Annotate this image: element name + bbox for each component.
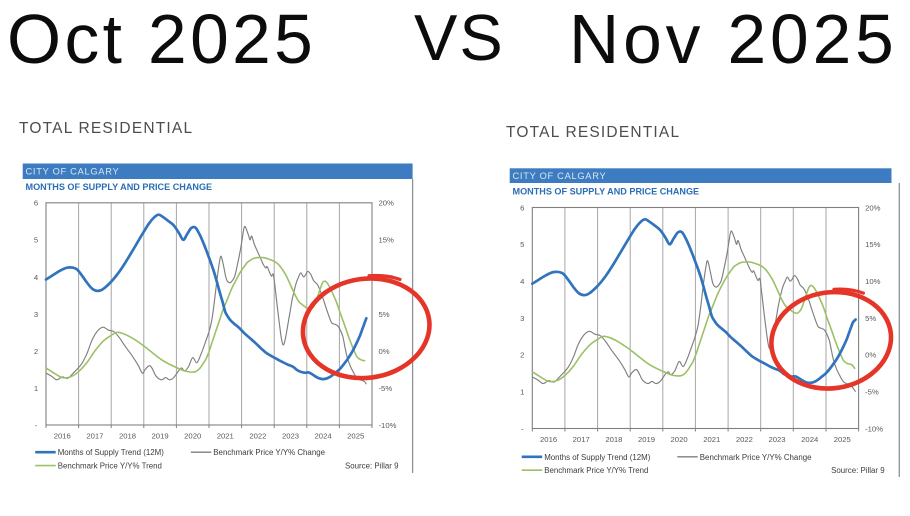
svg-text:6: 6 xyxy=(520,203,524,212)
svg-text:2019: 2019 xyxy=(638,435,655,444)
svg-text:5: 5 xyxy=(34,236,38,245)
svg-text:Months of Supply Trend (12M): Months of Supply Trend (12M) xyxy=(544,453,651,462)
svg-text:1: 1 xyxy=(34,384,38,393)
svg-text:4: 4 xyxy=(34,273,39,282)
svg-text:2025: 2025 xyxy=(347,432,364,441)
svg-text:3: 3 xyxy=(34,310,38,319)
svg-text:2018: 2018 xyxy=(119,432,136,441)
svg-text:2024: 2024 xyxy=(315,432,333,441)
svg-text:Benchmark Price Y/Y% Trend: Benchmark Price Y/Y% Trend xyxy=(58,462,162,471)
svg-text:Source: Pillar 9: Source: Pillar 9 xyxy=(831,466,885,475)
svg-text:4: 4 xyxy=(520,277,525,286)
svg-text:2019: 2019 xyxy=(152,432,169,441)
svg-text:-10%: -10% xyxy=(865,424,883,433)
svg-text:2021: 2021 xyxy=(217,432,234,441)
svg-text:2020: 2020 xyxy=(671,435,688,444)
svg-text:Benchmark Price Y/Y% Change: Benchmark Price Y/Y% Change xyxy=(700,453,812,462)
svg-text:Months of Supply Trend (12M): Months of Supply Trend (12M) xyxy=(58,448,165,457)
svg-text:2016: 2016 xyxy=(54,432,71,441)
svg-text:6: 6 xyxy=(34,199,38,208)
svg-text:2023: 2023 xyxy=(282,432,299,441)
svg-text:20%: 20% xyxy=(379,199,395,208)
svg-text:-10%: -10% xyxy=(379,421,397,430)
svg-text:2025: 2025 xyxy=(834,435,851,444)
svg-text:-5%: -5% xyxy=(379,384,393,393)
svg-text:5%: 5% xyxy=(865,314,876,323)
svg-text:CITY OF CALGARY: CITY OF CALGARY xyxy=(513,171,607,181)
svg-text:0%: 0% xyxy=(865,351,876,360)
svg-text:2020: 2020 xyxy=(184,432,201,441)
svg-text:3: 3 xyxy=(520,314,524,323)
svg-text:CITY OF CALGARY: CITY OF CALGARY xyxy=(26,167,120,177)
svg-text:2018: 2018 xyxy=(605,435,622,444)
svg-text:5: 5 xyxy=(520,240,524,249)
svg-text:-: - xyxy=(35,421,38,430)
svg-text:Benchmark Price Y/Y% Change: Benchmark Price Y/Y% Change xyxy=(213,448,325,457)
svg-text:15%: 15% xyxy=(379,236,395,245)
svg-text:2023: 2023 xyxy=(768,435,785,444)
svg-text:5%: 5% xyxy=(379,310,390,319)
svg-text:-5%: -5% xyxy=(865,388,879,397)
svg-text:-: - xyxy=(521,424,524,433)
svg-text:MONTHS OF SUPPLY AND PRICE CHA: MONTHS OF SUPPLY AND PRICE CHANGE xyxy=(26,182,213,192)
svg-text:0%: 0% xyxy=(379,347,390,356)
svg-text:2017: 2017 xyxy=(573,435,590,444)
svg-text:2022: 2022 xyxy=(249,432,266,441)
svg-text:2022: 2022 xyxy=(736,435,753,444)
svg-text:2: 2 xyxy=(520,351,524,360)
svg-text:2017: 2017 xyxy=(86,432,103,441)
svg-text:Benchmark Price Y/Y% Trend: Benchmark Price Y/Y% Trend xyxy=(544,466,648,475)
svg-text:2: 2 xyxy=(34,347,38,356)
svg-text:20%: 20% xyxy=(865,203,881,212)
svg-text:10%: 10% xyxy=(865,277,881,286)
svg-text:15%: 15% xyxy=(865,240,881,249)
svg-text:MONTHS OF SUPPLY AND PRICE CHA: MONTHS OF SUPPLY AND PRICE CHANGE xyxy=(513,187,700,197)
svg-text:2021: 2021 xyxy=(703,435,720,444)
svg-text:2016: 2016 xyxy=(540,435,557,444)
svg-text:Source: Pillar 9: Source: Pillar 9 xyxy=(345,462,399,471)
svg-text:1: 1 xyxy=(520,388,524,397)
svg-text:2024: 2024 xyxy=(801,435,819,444)
